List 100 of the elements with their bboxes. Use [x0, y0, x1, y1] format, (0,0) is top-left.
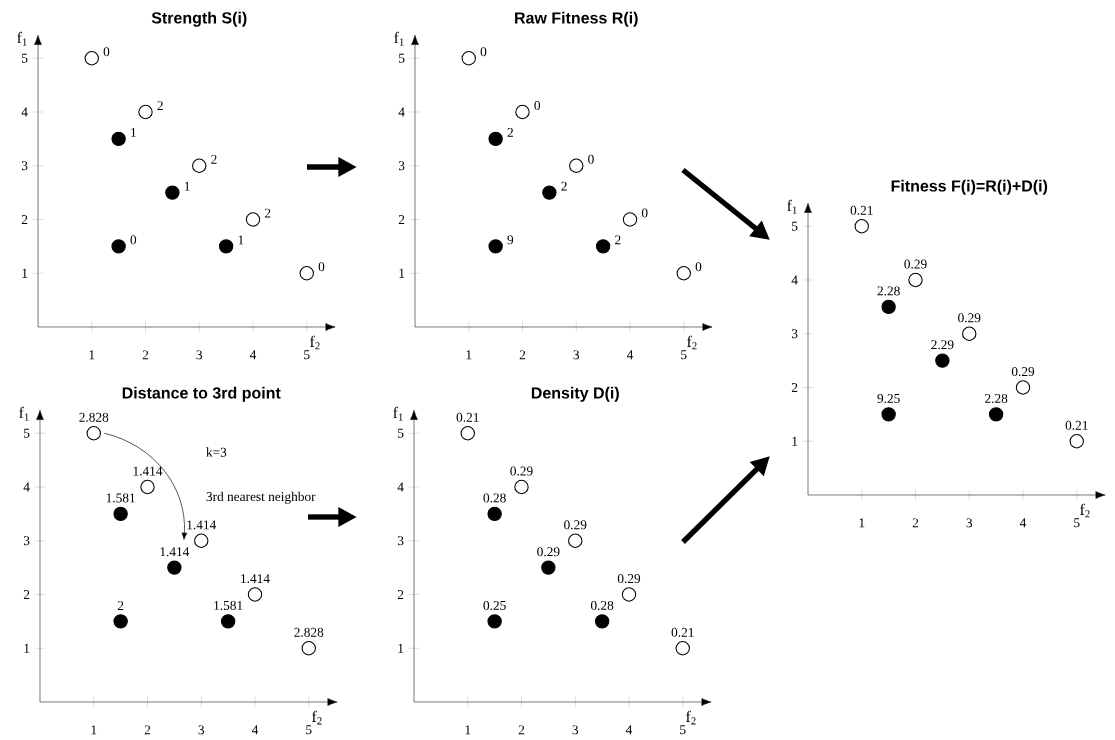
y-tick-label: 1 [792, 436, 798, 446]
point [622, 212, 638, 227]
annotation: 2 [157, 101, 163, 110]
y-tick-label: 2 [21, 215, 28, 224]
annotation: 1.414 [241, 574, 270, 584]
y-tick-label: 4 [23, 482, 30, 492]
annotation: 2.29 [931, 340, 954, 350]
x-tick-label: 5 [306, 725, 312, 735]
y-axis-title: f$_{1}$ [17, 31, 27, 46]
point [675, 641, 690, 656]
point [113, 506, 128, 522]
y-tick-label: 1 [22, 268, 28, 278]
chart-title: Density D(i) [531, 386, 619, 402]
y-tick-label: 4 [398, 107, 405, 117]
annotation: 2.28 [877, 286, 900, 296]
annotation: 1.414 [133, 466, 163, 476]
annotation: 2.28 [985, 393, 1008, 403]
x-tick-label: 1 [89, 350, 95, 360]
point [218, 239, 234, 254]
annotation: 1.581 [214, 600, 243, 610]
point [1069, 434, 1084, 449]
y-tick-label: 4 [397, 482, 404, 492]
annotation: 0 [480, 47, 487, 57]
annotation: 0.21 [1065, 420, 1088, 430]
point [488, 131, 503, 147]
annotation: 1 [238, 235, 244, 245]
x-axis-title: f$_{2}$ [687, 335, 697, 350]
chart-title: Distance to 3rd point [122, 386, 281, 402]
y-tick-label: 5 [24, 428, 30, 438]
x-tick-label: 3 [196, 350, 203, 360]
x-axis-title: f$_{2}$ [686, 710, 696, 725]
x-axis-title: f$_{2}$ [310, 335, 320, 350]
annotation: 0 [588, 154, 594, 164]
x-tick-label: 4 [1019, 518, 1027, 528]
point [1015, 380, 1031, 395]
y-tick-label: 5 [792, 221, 798, 231]
point [568, 533, 583, 548]
annotation: 9 [507, 235, 514, 245]
y-tick-label: 5 [398, 428, 404, 438]
y-axis-title: f$_{1}$ [787, 199, 797, 214]
point [487, 614, 502, 629]
annotation: 0.28 [483, 493, 506, 503]
y-tick-label: 1 [398, 643, 404, 653]
x-tick-label: 5 [681, 350, 687, 360]
y-tick-label: 2 [397, 590, 404, 599]
x-tick-label: 5 [304, 350, 310, 360]
annotation: 0.29 [564, 520, 587, 530]
x-tick-label: 2 [518, 725, 525, 735]
annotation: 0 [318, 262, 325, 272]
point [220, 614, 236, 629]
point [460, 426, 475, 441]
point [461, 51, 476, 66]
y-tick-label: 4 [21, 107, 28, 117]
annotation: 0.29 [537, 547, 560, 557]
point [488, 239, 503, 254]
annotation: 0 [534, 100, 541, 110]
x-tick-label: 2 [142, 350, 149, 360]
y-tick-label: 1 [24, 643, 30, 653]
annotation: 2.828 [79, 412, 109, 422]
y-axis-title: f$_{1}$ [393, 406, 403, 421]
x-tick-label: 4 [251, 725, 259, 735]
y-tick-label: 1 [399, 268, 405, 278]
annotation: 1.414 [187, 520, 217, 530]
x-axis-title: f$_{2}$ [1080, 503, 1090, 518]
point [595, 239, 611, 254]
point [138, 104, 153, 120]
x-tick-label: 5 [1074, 518, 1080, 528]
annotation: k=3 [206, 447, 227, 457]
y-tick-label: 3 [397, 536, 404, 546]
annotation: 2 [507, 128, 513, 137]
x-tick-label: 4 [626, 350, 634, 360]
point [113, 614, 128, 629]
chart-title: Strength S(i) [151, 11, 247, 27]
point [541, 560, 556, 575]
annotation: 1.414 [160, 547, 190, 557]
point [301, 641, 316, 656]
x-tick-label: 2 [912, 518, 919, 528]
annotation: 0.28 [590, 600, 614, 610]
point [514, 479, 529, 495]
point [194, 533, 209, 548]
point [84, 51, 99, 66]
point [881, 299, 896, 315]
annotation: 0.29 [1011, 367, 1035, 377]
annotation: 0 [103, 47, 110, 57]
point [140, 479, 155, 495]
annotation: 0.29 [510, 466, 533, 476]
x-tick-label: 4 [249, 350, 257, 360]
x-tick-label: 3 [573, 350, 580, 360]
x-axis-title: f$_{2}$ [312, 710, 322, 725]
point [676, 266, 691, 281]
x-tick-label: 2 [144, 725, 151, 735]
point [165, 185, 180, 200]
point [988, 407, 1004, 422]
x-tick-label: 3 [966, 518, 973, 528]
x-tick-label: 3 [572, 725, 579, 735]
annotation: 3rd nearest neighbor [206, 491, 316, 504]
y-axis-title: f$_{1}$ [394, 31, 404, 46]
point [908, 272, 923, 288]
point [515, 104, 530, 120]
annotation: 0 [641, 208, 648, 218]
